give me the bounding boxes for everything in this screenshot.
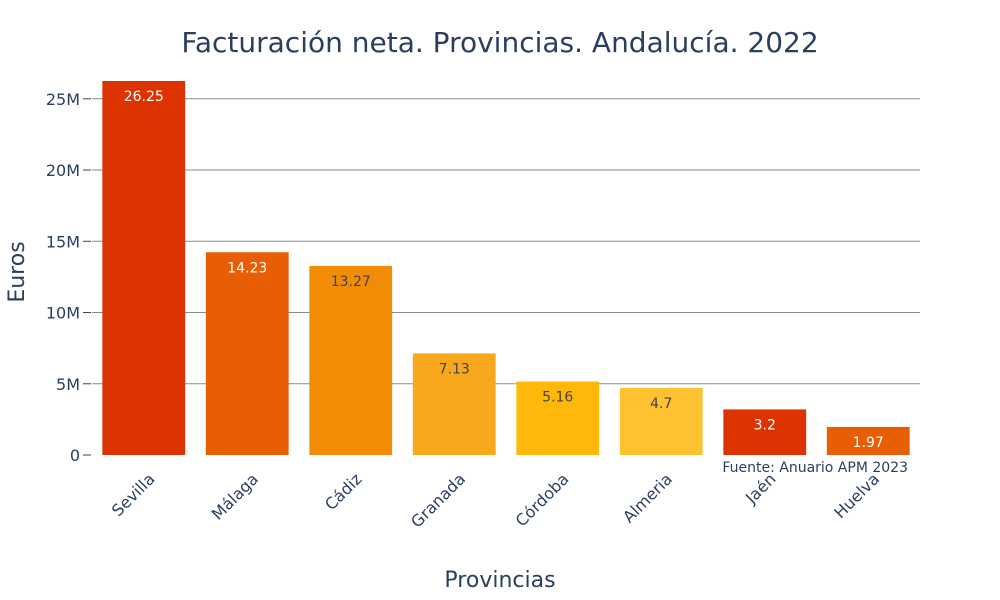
x-axis-ticks: Sevilla Málaga Cádiz Granada Córdoba Almeria J…	[108, 469, 883, 531]
y-tick-label: 10M	[46, 304, 80, 323]
bar	[412, 353, 496, 455]
bar-value-label: 7.13	[439, 361, 470, 377]
x-axis-title: Provincias	[444, 568, 555, 593]
x-tick-label: Córdoba	[512, 469, 573, 530]
y-tick-label: 5M	[56, 375, 80, 394]
bar-value-label: 26.25	[124, 89, 164, 105]
y-axis-title: Euros	[5, 241, 30, 302]
bar	[826, 426, 910, 455]
y-tick-label: 15M	[46, 232, 80, 251]
bar-value-label: 1.97	[853, 435, 884, 451]
bar-value-label: 5.16	[542, 389, 573, 405]
chart-title: Facturación neta. Provincias. Andalucía.…	[181, 26, 818, 59]
y-tick-label: 0	[70, 446, 80, 465]
bar	[309, 265, 393, 455]
x-tick-label: Sevilla	[108, 469, 159, 520]
bars	[102, 81, 910, 455]
x-tick-label: Huelva	[830, 469, 883, 522]
bar-value-label: 14.23	[227, 260, 267, 276]
bar-value-label: 3.2	[754, 417, 776, 433]
bar-value-labels: 26.25 14.23 13.27 7.13 5.16 4.7 3.2 1.97	[124, 89, 884, 451]
x-tick-label: Granada	[407, 469, 469, 531]
bar	[102, 81, 186, 455]
y-tick-label: 20M	[46, 161, 80, 180]
bar	[516, 381, 600, 455]
x-tick-label: Málaga	[208, 469, 262, 523]
bar	[205, 252, 289, 455]
bar-value-label: 4.7	[650, 396, 672, 412]
source-annotation: Fuente: Anuario APM 2023	[722, 460, 908, 476]
y-axis-ticks: 0 5M 10M 15M 20M 25M	[46, 90, 91, 465]
y-tick-label: 25M	[46, 90, 80, 109]
x-tick-label: Cádiz	[321, 469, 366, 514]
bar	[723, 409, 807, 455]
bar	[619, 388, 703, 455]
bar-value-label: 13.27	[331, 274, 371, 290]
x-tick-label: Almeria	[619, 469, 676, 526]
